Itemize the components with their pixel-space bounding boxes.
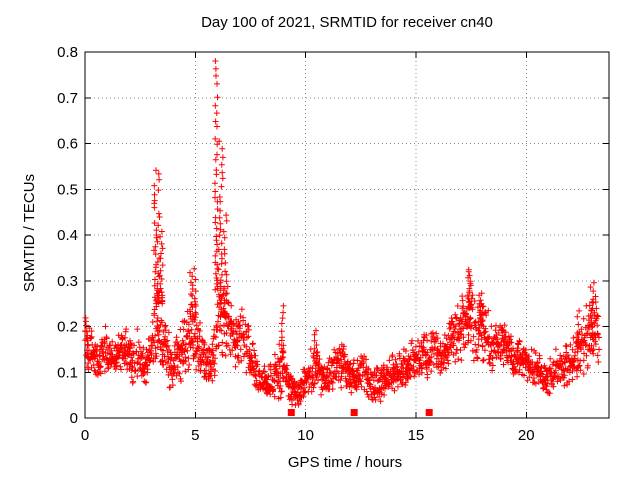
y-tick-label: 0.3 [57, 273, 78, 290]
chart-title: Day 100 of 2021, SRMTID for receiver cn4… [201, 14, 493, 31]
x-tick-label: 20 [518, 427, 535, 444]
y-tick-label: 0.6 [57, 136, 78, 153]
baseline-square-marker [350, 409, 358, 417]
x-tick-label: 5 [191, 427, 199, 444]
x-tick-label: 15 [408, 427, 425, 444]
x-tick-label: 10 [297, 427, 314, 444]
y-tick-label: 0.1 [57, 364, 78, 381]
srmtid-plus-markers [82, 58, 603, 408]
y-tick-label: 0.8 [57, 44, 78, 61]
y-axis-label: SRMTID / TECUs [21, 174, 38, 292]
scatter-points [82, 58, 603, 417]
baseline-square-marker [287, 409, 295, 417]
grid-lines [86, 53, 608, 417]
y-tick-label: 0.7 [57, 90, 78, 107]
y-tick-label: 0.5 [57, 181, 78, 198]
x-axis-label: GPS time / hours [288, 454, 402, 471]
tick-labels: 0 5 10 15 20 0 0.1 0.2 0.3 0.4 0.5 0.6 0.7 0.8 [57, 44, 534, 444]
y-tick-label: 0.2 [57, 319, 78, 336]
y-tick-label: 0.4 [57, 227, 78, 244]
axis-ticks [84, 51, 609, 419]
baseline-square-marker [425, 409, 433, 417]
y-tick-label: 0 [70, 410, 78, 427]
x-tick-label: 0 [81, 427, 89, 444]
